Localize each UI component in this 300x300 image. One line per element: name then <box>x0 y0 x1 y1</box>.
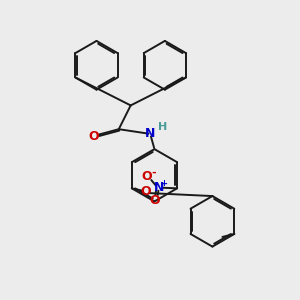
Text: O: O <box>142 170 152 183</box>
Text: O: O <box>141 185 152 198</box>
Text: +: + <box>160 179 167 188</box>
Text: -: - <box>151 167 156 177</box>
Text: O: O <box>150 194 160 207</box>
Text: N: N <box>154 181 164 194</box>
Text: H: H <box>158 122 167 132</box>
Text: O: O <box>88 130 99 143</box>
Text: N: N <box>145 127 155 140</box>
